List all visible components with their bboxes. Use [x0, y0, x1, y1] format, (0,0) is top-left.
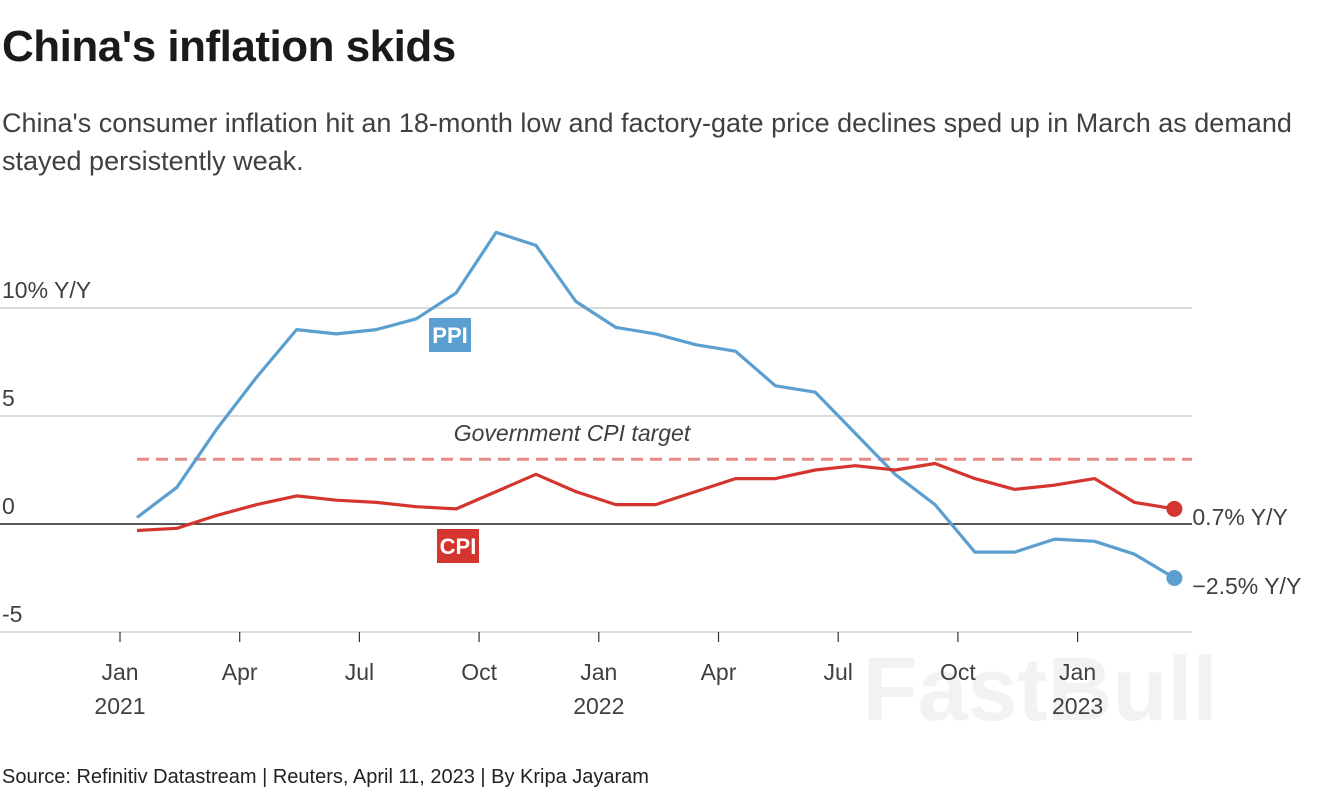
- x-tick-year: 2023: [1052, 693, 1103, 719]
- cpi-series-label: CPI: [440, 534, 477, 559]
- source-note: Source: Refinitiv Datastream | Reuters, …: [2, 766, 649, 788]
- x-tick-label: Jan: [580, 659, 617, 685]
- x-tick-label: Apr: [222, 659, 258, 685]
- cpi-end-label: 0.7% Y/Y: [1192, 504, 1287, 530]
- x-tick-year: 2021: [94, 693, 145, 719]
- x-tick-label: Jan: [1059, 659, 1096, 685]
- x-tick-label: Jan: [101, 659, 138, 685]
- ppi-end-marker: [1166, 570, 1183, 586]
- ppi-series-label: PPI: [432, 323, 467, 348]
- chart-title: China's inflation skids: [2, 22, 456, 71]
- y-tick-label: 5: [2, 385, 15, 411]
- cpi-label-box: [437, 529, 479, 563]
- x-tick-label: Oct: [940, 659, 976, 685]
- x-tick-label: Oct: [461, 659, 497, 685]
- watermark: FastBull: [862, 640, 1217, 740]
- cpi-target-label: Government CPI target: [454, 420, 692, 446]
- ppi-end-label: −2.5% Y/Y: [1192, 573, 1301, 599]
- x-tick-label: Jul: [823, 659, 852, 685]
- cpi-line: [136, 461, 1175, 533]
- chart-subtitle: China's consumer inflation hit an 18-mon…: [2, 108, 1292, 176]
- ppi-line: [136, 230, 1176, 580]
- x-tick-label: Apr: [701, 659, 737, 685]
- y-tick-label: -5: [2, 601, 22, 627]
- cpi-end-marker: [1166, 500, 1183, 517]
- x-tick-year: 2022: [573, 693, 624, 719]
- x-tick-label: Jul: [345, 659, 374, 685]
- y-tick-label: 0: [2, 493, 15, 519]
- y-tick-label: 10% Y/Y: [2, 277, 91, 303]
- ppi-label-box: [429, 318, 471, 352]
